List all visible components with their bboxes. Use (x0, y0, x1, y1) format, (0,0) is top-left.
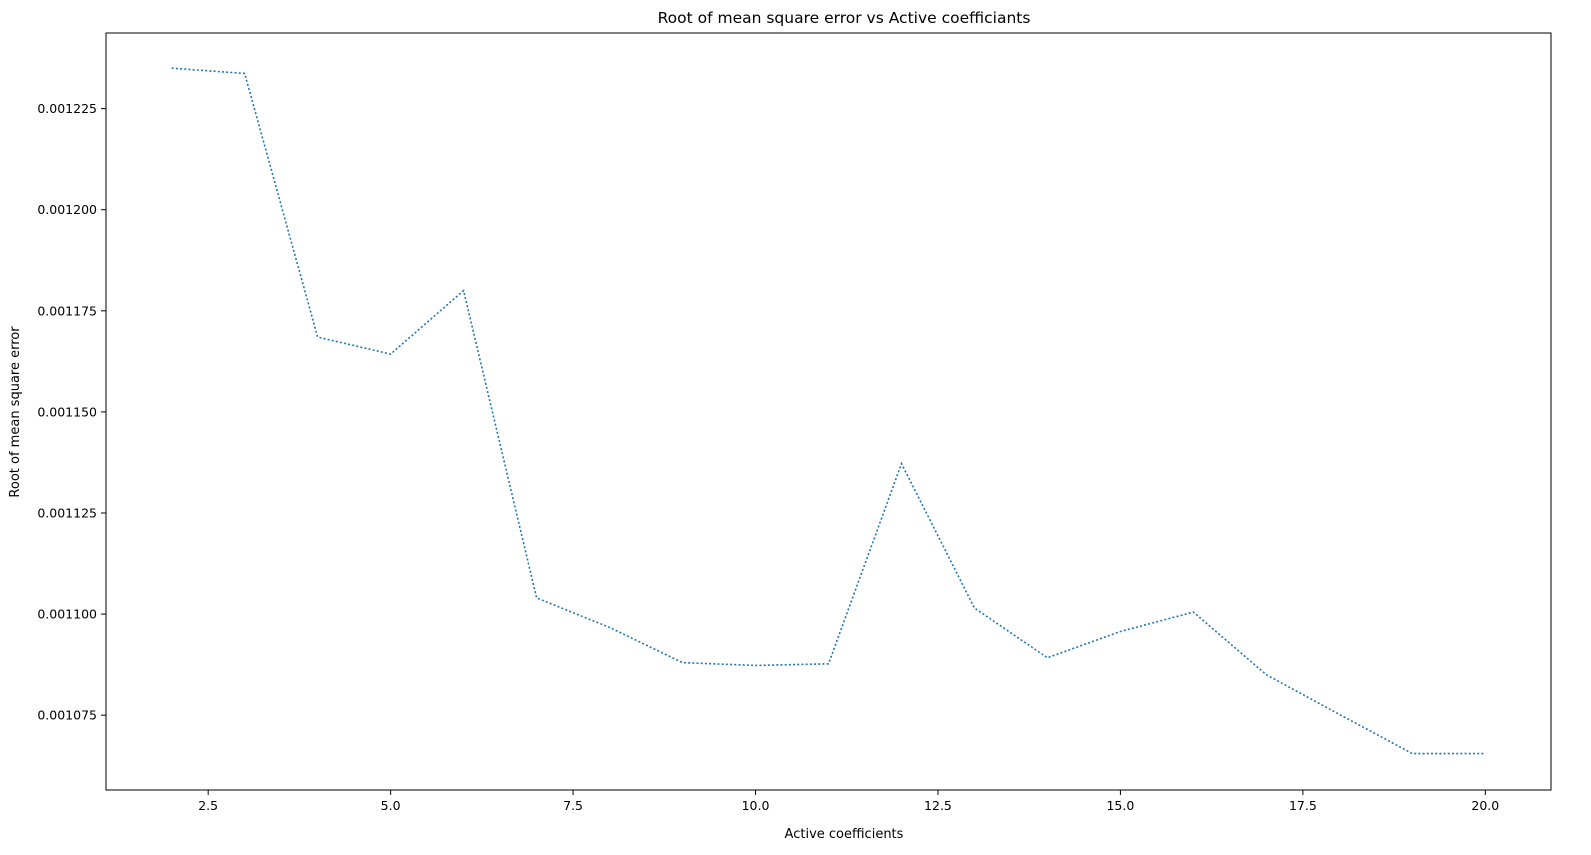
chart-title: Root of mean square error vs Active coef… (658, 9, 1031, 27)
y-tick-label: 0.001100 (37, 607, 97, 622)
x-tick-label: 17.5 (1289, 798, 1317, 813)
y-tick-label: 0.001200 (37, 202, 97, 217)
y-tick-label: 0.001225 (37, 101, 97, 116)
x-tick-label: 20.0 (1471, 798, 1499, 813)
x-tick-label: 12.5 (924, 798, 952, 813)
y-axis-ticks: 0.001075 0.001100 0.001125 0.001150 0.001175… (37, 101, 106, 723)
y-tick-label: 0.001125 (37, 505, 97, 520)
y-tick-label: 0.001175 (37, 303, 97, 318)
plot-area-frame (105, 32, 1552, 791)
x-axis-title: Active coefficients (785, 827, 904, 842)
y-tick-label: 0.001075 (37, 708, 97, 723)
x-tick-label: 5.0 (381, 798, 401, 813)
y-tick-label: 0.001150 (37, 404, 97, 419)
series-points (171, 68, 1486, 754)
y-axis-title: Root of mean square error (8, 326, 23, 498)
x-tick-label: 7.5 (563, 798, 583, 813)
x-tick-label: 15.0 (1106, 798, 1134, 813)
x-tick-label: 10.0 (742, 798, 770, 813)
series-line (171, 67, 1486, 755)
x-tick-label: 2.5 (198, 798, 218, 813)
x-axis-ticks: 2.5 5.0 7.5 10.0 12.5 15.0 17.5 20.0 (198, 790, 1499, 813)
